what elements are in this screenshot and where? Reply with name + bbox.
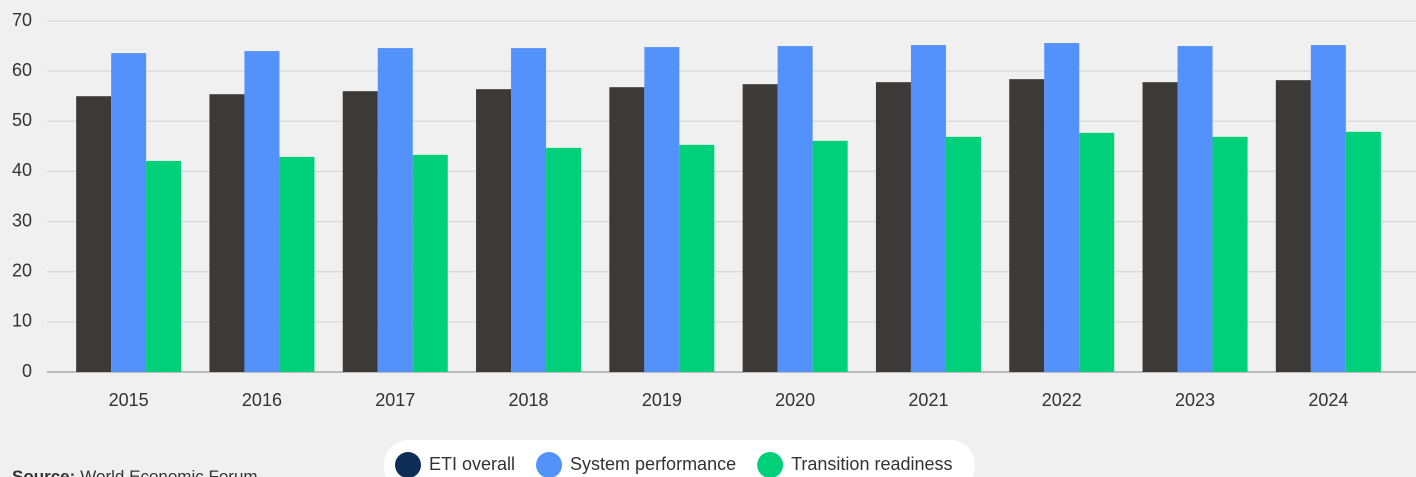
- bar: [945, 136, 981, 372]
- x-tick-label: 2024: [1308, 390, 1348, 410]
- bar: [1079, 132, 1115, 372]
- y-tick-label: 0: [22, 361, 32, 381]
- legend-label: Transition readiness: [791, 454, 952, 474]
- source-label: Source:: [12, 467, 75, 477]
- legend-label: ETI overall: [429, 454, 515, 474]
- bar: [910, 45, 946, 372]
- bar: [146, 160, 182, 372]
- bar: [209, 94, 245, 373]
- bar: [644, 47, 680, 373]
- source: Source: World Economic Forum: [12, 467, 258, 477]
- legend-box: [384, 440, 975, 477]
- y-tick-label: 10: [12, 311, 32, 331]
- legend-label: System performance: [570, 454, 736, 474]
- bar: [476, 89, 512, 373]
- bar: [111, 53, 147, 372]
- bar: [1310, 45, 1346, 372]
- y-tick-label: 30: [12, 210, 32, 230]
- x-tick-label: 2020: [775, 390, 815, 410]
- x-tick-label: 2022: [1042, 390, 1082, 410]
- bar: [412, 154, 448, 372]
- bar: [546, 147, 582, 372]
- legend: ETI overall System performance Transition …: [384, 440, 975, 477]
- bar: [777, 46, 813, 372]
- y-tick-label: 60: [12, 60, 32, 80]
- bar: [1142, 82, 1178, 372]
- bar: [812, 140, 848, 372]
- bar: [76, 96, 112, 372]
- bar: [342, 91, 378, 372]
- bar: [875, 82, 911, 372]
- x-tick-label: 2015: [109, 390, 149, 410]
- x-tick-label: 2021: [908, 390, 948, 410]
- legend-swatch: [395, 452, 421, 477]
- y-tick-label: 20: [12, 260, 32, 280]
- bar: [1275, 80, 1311, 372]
- legend-swatch: [536, 452, 563, 477]
- bar: [377, 48, 413, 372]
- x-tick-label: 2017: [375, 390, 415, 410]
- bar: [1345, 131, 1381, 372]
- bar: [511, 48, 547, 372]
- y-tick-label: 40: [12, 160, 32, 180]
- bar: [742, 84, 778, 373]
- y-tick-label: 50: [12, 110, 32, 130]
- bar: [1044, 43, 1080, 372]
- x-tick-label: 2023: [1175, 390, 1215, 410]
- x-tick-label: 2016: [242, 390, 282, 410]
- bar: [244, 51, 280, 372]
- x-tick-label: 2018: [509, 390, 549, 410]
- y-tick-label: 70: [12, 10, 32, 30]
- bar: [1009, 79, 1045, 372]
- legend-swatch: [757, 452, 784, 477]
- bar: [279, 156, 315, 372]
- bar: [609, 87, 645, 372]
- source-text: World Economic Forum: [80, 467, 257, 477]
- x-tick-label: 2019: [642, 390, 682, 410]
- bar: [1212, 136, 1248, 372]
- bar: [679, 144, 715, 372]
- bar: [1177, 46, 1213, 372]
